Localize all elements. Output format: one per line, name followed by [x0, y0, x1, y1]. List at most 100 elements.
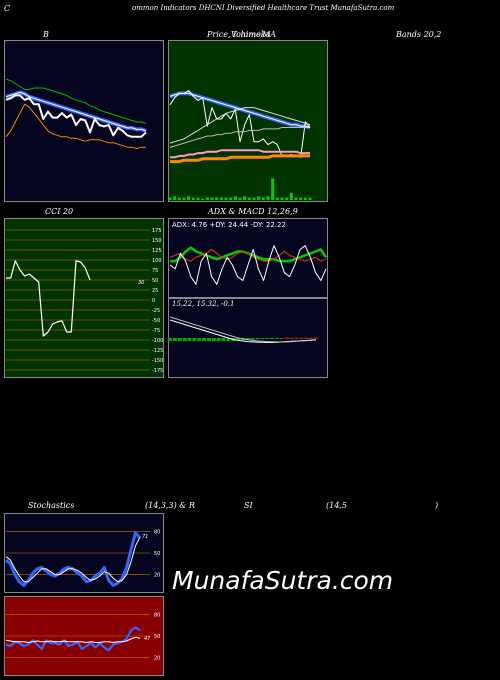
- volume-bar: [215, 197, 219, 200]
- rsi-value-label: 47: [144, 636, 151, 642]
- macd-histogram-bar: [304, 337, 309, 339]
- macd-histogram-bar: [226, 338, 231, 341]
- price-ma_orange-line: [170, 154, 310, 164]
- cci-tick-label: 50: [152, 278, 158, 284]
- macd-histogram-bar: [211, 338, 216, 341]
- bollinger-middle-highlight: [5, 91, 147, 132]
- bands-label: Bands 20,2: [396, 30, 442, 39]
- cci-chart: 175 150 125 100 75 50 25 0 -25 -50 -75 -100 -125 -150…: [4, 218, 164, 378]
- macd-histogram-bar: [289, 337, 294, 339]
- adx-chart: ADX: 4.76 +DY: 24.44 -DY: 22.22: [168, 218, 328, 298]
- volume-bar: [257, 196, 261, 200]
- watermark: MunafaSutra.com: [172, 566, 394, 595]
- macd-histogram-bar: [187, 338, 192, 341]
- cci-svg: 175 150 125 100 75 50 25 0 -25 -50 -75 -100 -125 -150…: [4, 218, 164, 378]
- adx-label: ADX & MACD 12,26,9: [208, 207, 298, 216]
- bollinger-upper-line: [5, 78, 147, 124]
- price-label-d: MA: [262, 30, 276, 39]
- panel-background: [168, 218, 328, 298]
- cci-tick-label: 25: [152, 288, 158, 294]
- volume-bar: [224, 197, 228, 200]
- rsi-label-c: ): [435, 501, 439, 510]
- cci-tick-label: 0: [152, 298, 155, 304]
- volume-bar: [182, 197, 186, 200]
- macd-chart: 15.22, 15.32, -0.1: [168, 298, 328, 378]
- rsi-tick-label: 50: [154, 634, 160, 640]
- cci-value-label: 30: [138, 280, 144, 286]
- cci-tick-label: 75: [152, 268, 158, 274]
- cci-tick-label: 150: [152, 238, 162, 244]
- cci-tick-label: 125: [152, 248, 162, 254]
- rsi-svg: 80 50 20 47: [4, 596, 164, 676]
- volume-bar: [303, 197, 307, 200]
- macd-histogram-bar: [172, 338, 177, 341]
- stoch-label-a: Stochastics: [28, 501, 75, 510]
- volume-bar: [201, 198, 205, 200]
- cci-tick-label: -25: [152, 308, 160, 314]
- header-c: C: [4, 4, 11, 13]
- volume-bar: [299, 197, 303, 200]
- stoch-tick-label: 50: [154, 551, 160, 557]
- bollinger-close-line: [5, 94, 147, 138]
- macd-histogram-bar: [202, 338, 207, 341]
- cci-label: CCI 20: [45, 207, 74, 216]
- macd-signal-line: [169, 316, 317, 343]
- macd-histogram-bar: [236, 338, 241, 341]
- macd-histogram-bar: [284, 337, 289, 339]
- rsi-tick-label: 20: [154, 656, 160, 662]
- macd-histogram-bar: [279, 338, 284, 339]
- stochastics-svg: 80 50 20 71: [4, 513, 164, 593]
- macd-histogram-bar: [182, 338, 187, 341]
- macd-histogram-bar: [299, 337, 304, 339]
- volume-bar: [196, 197, 200, 200]
- stoch-tick-label: 20: [154, 573, 160, 579]
- price-label-b: Volume: [231, 30, 261, 39]
- volume-bar: [308, 197, 312, 200]
- bollinger-chart: [4, 40, 164, 202]
- adx-minus_di-line: [169, 248, 327, 262]
- macd-histogram-bar: [221, 338, 226, 341]
- bollinger-svg: [4, 40, 164, 202]
- stoch-label-b: (14,3,3) & R: [145, 501, 195, 510]
- rsi-label-a: SI: [244, 501, 253, 510]
- volume-bar: [219, 197, 223, 200]
- rsi-label-b: (14,5: [326, 501, 347, 510]
- price-svg: [168, 40, 328, 202]
- bands-label-b: B: [43, 30, 49, 39]
- adx-values: ADX: 4.76 +DY: 24.44 -DY: 22.22: [172, 221, 286, 229]
- volume-bar: [285, 197, 289, 200]
- header-title: ommon Indicators DHCNI Diversified Healt…: [132, 4, 395, 12]
- stochastics-chart: 80 50 20 71: [4, 513, 164, 593]
- volume-bar: [205, 197, 209, 200]
- volume-bar: [168, 197, 172, 200]
- volume-bar: [191, 197, 195, 200]
- macd-histogram-bar: [270, 338, 275, 339]
- macd-histogram-bar: [216, 338, 221, 341]
- rsi-line: [5, 626, 141, 652]
- stoch-tick-label: 80: [154, 529, 160, 535]
- volume-bar: [275, 197, 279, 200]
- macd-histogram-bar: [255, 338, 260, 340]
- macd-histogram-bar: [206, 338, 211, 341]
- macd-histogram-bar: [260, 338, 265, 339]
- volume-bar: [177, 197, 181, 200]
- volume-bar: [233, 196, 237, 200]
- macd-histogram-bar: [265, 338, 270, 339]
- volume-bar: [294, 197, 298, 200]
- volume-bar: [261, 197, 265, 200]
- macd-histogram-bar: [245, 338, 250, 340]
- macd-histogram-bar: [168, 338, 172, 341]
- stoch-value-label: 71: [142, 534, 148, 540]
- price-ma-chart: [168, 40, 328, 202]
- macd-values: 15.22, 15.32, -0.1: [172, 300, 235, 308]
- macd-histogram-bar: [294, 337, 299, 339]
- volume-bar: [247, 197, 251, 200]
- volume-bar: [210, 197, 214, 200]
- rsi-smooth-line: [5, 636, 141, 643]
- price-ma-highlight: [169, 92, 311, 128]
- cci-tick-label: -150: [152, 358, 163, 364]
- cci-tick-label: -175: [152, 368, 163, 374]
- panel-background: [168, 40, 328, 202]
- volume-bar: [289, 192, 293, 200]
- rsi-chart: 80 50 20 47: [4, 596, 164, 676]
